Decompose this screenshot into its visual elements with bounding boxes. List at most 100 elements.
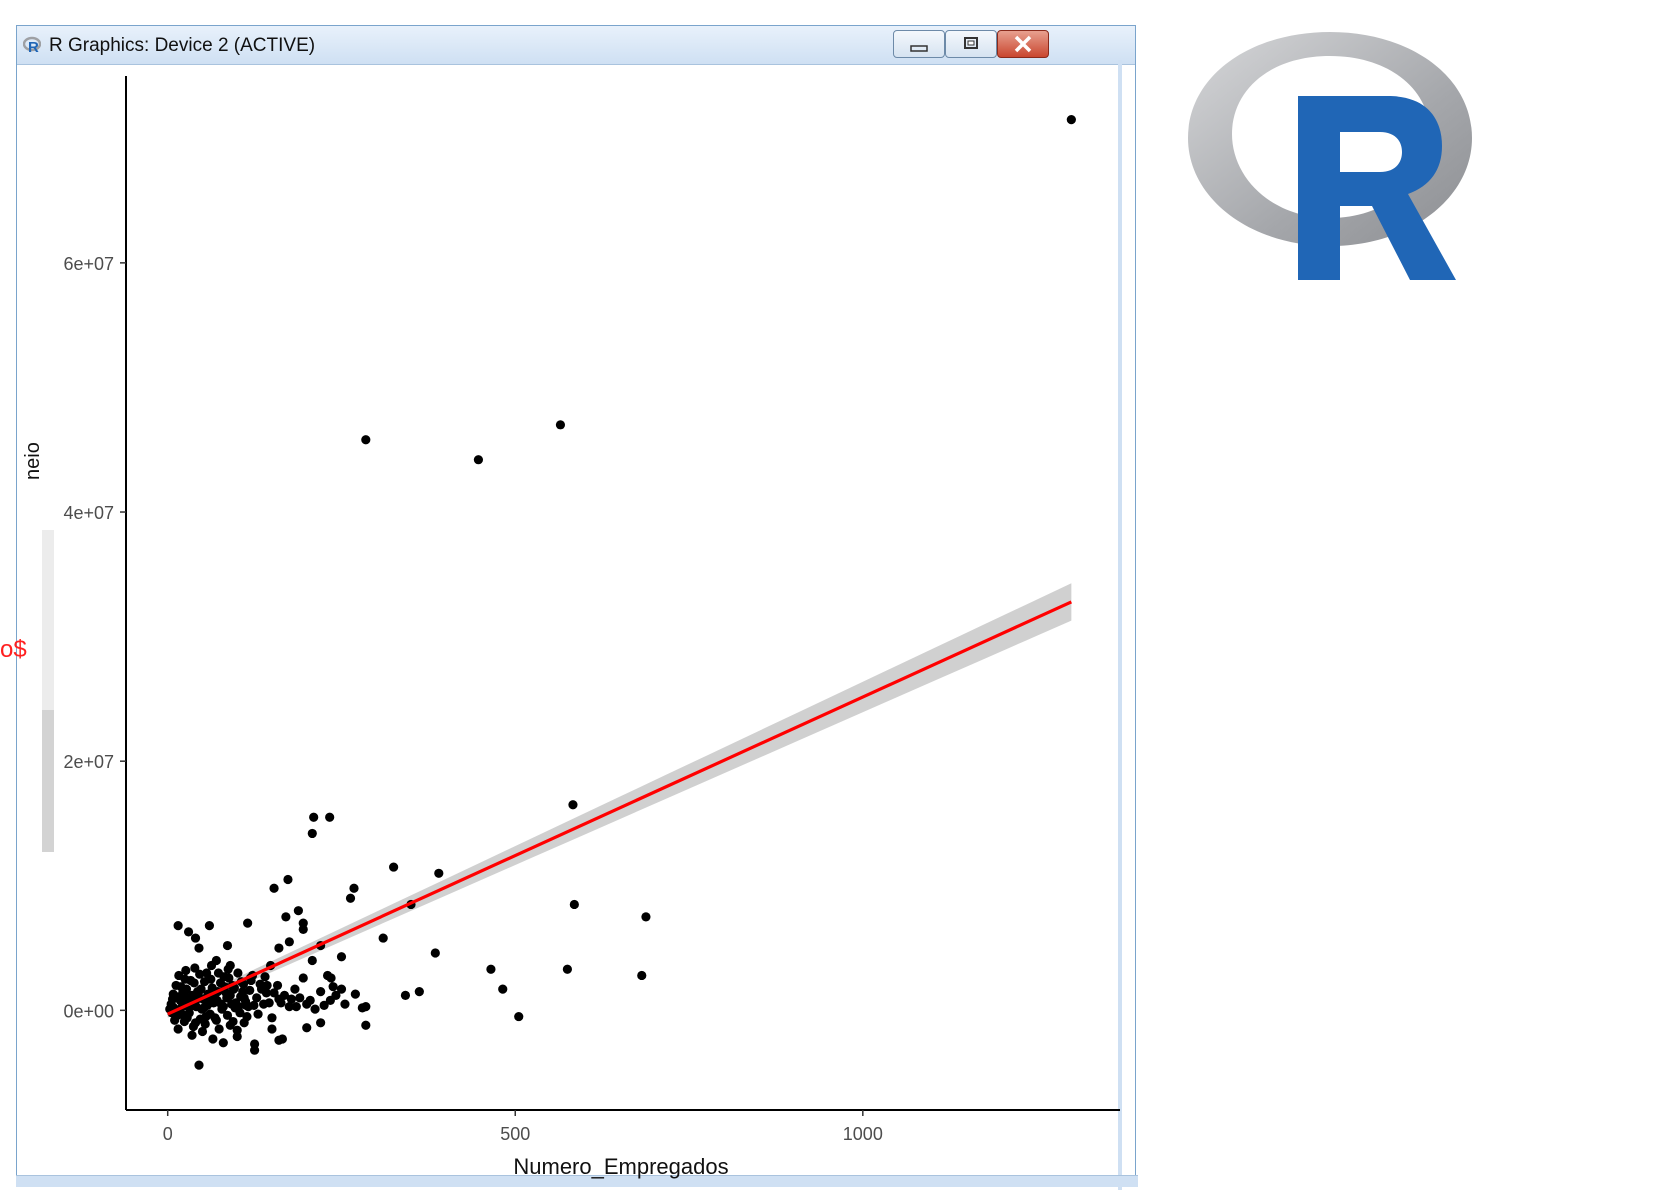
data-point	[174, 970, 184, 981]
data-point	[188, 1021, 199, 1032]
y-tick-label: 6e+07	[63, 254, 114, 274]
data-point	[284, 937, 294, 947]
data-point	[281, 912, 291, 922]
data-point	[389, 862, 399, 872]
window-bottom-border	[16, 1175, 1138, 1187]
background-scrollbar-thumb	[42, 710, 54, 852]
data-point	[307, 955, 317, 966]
data-point	[473, 455, 484, 465]
data-point	[434, 868, 444, 878]
data-point	[400, 990, 411, 1000]
data-point	[181, 965, 191, 976]
data-point	[298, 973, 308, 983]
data-point	[200, 1019, 210, 1029]
data-point	[568, 800, 578, 810]
data-point	[173, 1024, 183, 1034]
data-point	[187, 1030, 197, 1040]
data-point	[276, 998, 286, 1008]
data-point	[336, 952, 347, 962]
data-point	[206, 960, 217, 971]
minimize-icon	[910, 45, 928, 52]
data-point	[283, 874, 293, 885]
data-point	[197, 1026, 208, 1037]
data-point	[241, 1000, 251, 1010]
data-point	[253, 1009, 263, 1019]
x-tick-label: 1000	[843, 1124, 883, 1144]
r-logo-text: R	[1180, 28, 1181, 29]
data-point	[222, 1010, 233, 1020]
data-point	[190, 933, 201, 943]
data-point	[350, 989, 360, 999]
data-point	[199, 977, 210, 987]
data-point	[325, 812, 335, 822]
maximize-button[interactable]	[945, 30, 997, 58]
data-point	[293, 906, 303, 916]
data-point	[319, 1000, 329, 1010]
data-point	[272, 980, 283, 991]
restore-icon	[964, 37, 978, 49]
data-point	[230, 1003, 240, 1013]
data-point	[195, 969, 205, 979]
data-point	[305, 995, 315, 1005]
data-point	[641, 912, 651, 922]
close-button[interactable]	[997, 30, 1049, 58]
data-point	[179, 1016, 189, 1027]
data-point	[167, 994, 178, 1004]
data-point	[223, 964, 233, 974]
data-point	[514, 1011, 524, 1022]
data-point	[361, 1020, 371, 1030]
data-point	[331, 990, 341, 1000]
data-point	[267, 1013, 277, 1023]
data-point	[216, 999, 226, 1009]
data-point	[569, 899, 579, 910]
data-point	[316, 1018, 326, 1028]
y-tick-label: 0e+00	[63, 1001, 114, 1021]
data-point	[210, 1013, 220, 1023]
data-point	[221, 988, 231, 998]
window-titlebar[interactable]: R R Graphics: Device 2 (ACTIVE)	[17, 26, 1135, 65]
data-point	[197, 1004, 207, 1014]
data-point	[486, 964, 496, 974]
data-point	[208, 1034, 218, 1044]
x-axis-label: Numero_Empregados	[513, 1154, 728, 1179]
data-point	[242, 1011, 252, 1022]
data-point	[316, 987, 326, 997]
data-point	[269, 883, 279, 893]
data-point	[214, 1024, 224, 1034]
data-point	[349, 883, 359, 893]
data-point	[290, 984, 300, 994]
data-point	[345, 893, 356, 903]
data-point	[186, 975, 196, 986]
data-point	[302, 1023, 312, 1033]
minimize-button[interactable]	[893, 30, 945, 58]
data-point	[219, 972, 229, 982]
data-point	[190, 963, 200, 973]
data-point	[260, 972, 270, 982]
x-tick-label: 0	[163, 1124, 173, 1144]
data-point	[249, 1045, 260, 1055]
data-point	[256, 984, 267, 994]
data-point	[252, 993, 262, 1003]
data-point	[328, 982, 338, 992]
window-right-border	[1118, 60, 1122, 1190]
data-point	[207, 983, 217, 993]
data-point	[245, 985, 255, 996]
y-tick-label: 2e+07	[63, 752, 114, 772]
data-point	[295, 993, 305, 1003]
data-point	[194, 943, 204, 953]
regression-line	[167, 600, 1073, 1016]
data-point	[284, 1002, 294, 1012]
data-point	[562, 964, 572, 974]
scatter-plot: 0e+00 2e+07 4e+07 6e+07 0 500 1000 Numero_Empre…	[63, 76, 1120, 1179]
background-text-fragment: o$	[0, 636, 27, 663]
data-point	[310, 1004, 320, 1014]
data-point	[326, 973, 336, 983]
data-point	[307, 828, 317, 839]
data-point	[232, 1025, 242, 1035]
data-point	[291, 1002, 301, 1012]
data-point	[430, 948, 440, 958]
data-point	[176, 982, 186, 992]
data-point	[249, 1000, 259, 1010]
data-point	[243, 918, 253, 928]
data-point	[192, 987, 203, 997]
